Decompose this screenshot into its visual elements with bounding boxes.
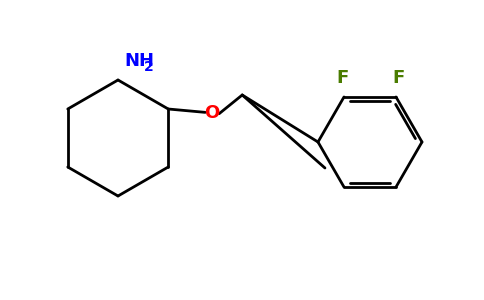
Text: O: O bbox=[205, 104, 220, 122]
Text: F: F bbox=[336, 69, 348, 87]
Text: 2: 2 bbox=[144, 60, 154, 74]
Text: NH: NH bbox=[124, 52, 154, 70]
Text: F: F bbox=[392, 69, 404, 87]
